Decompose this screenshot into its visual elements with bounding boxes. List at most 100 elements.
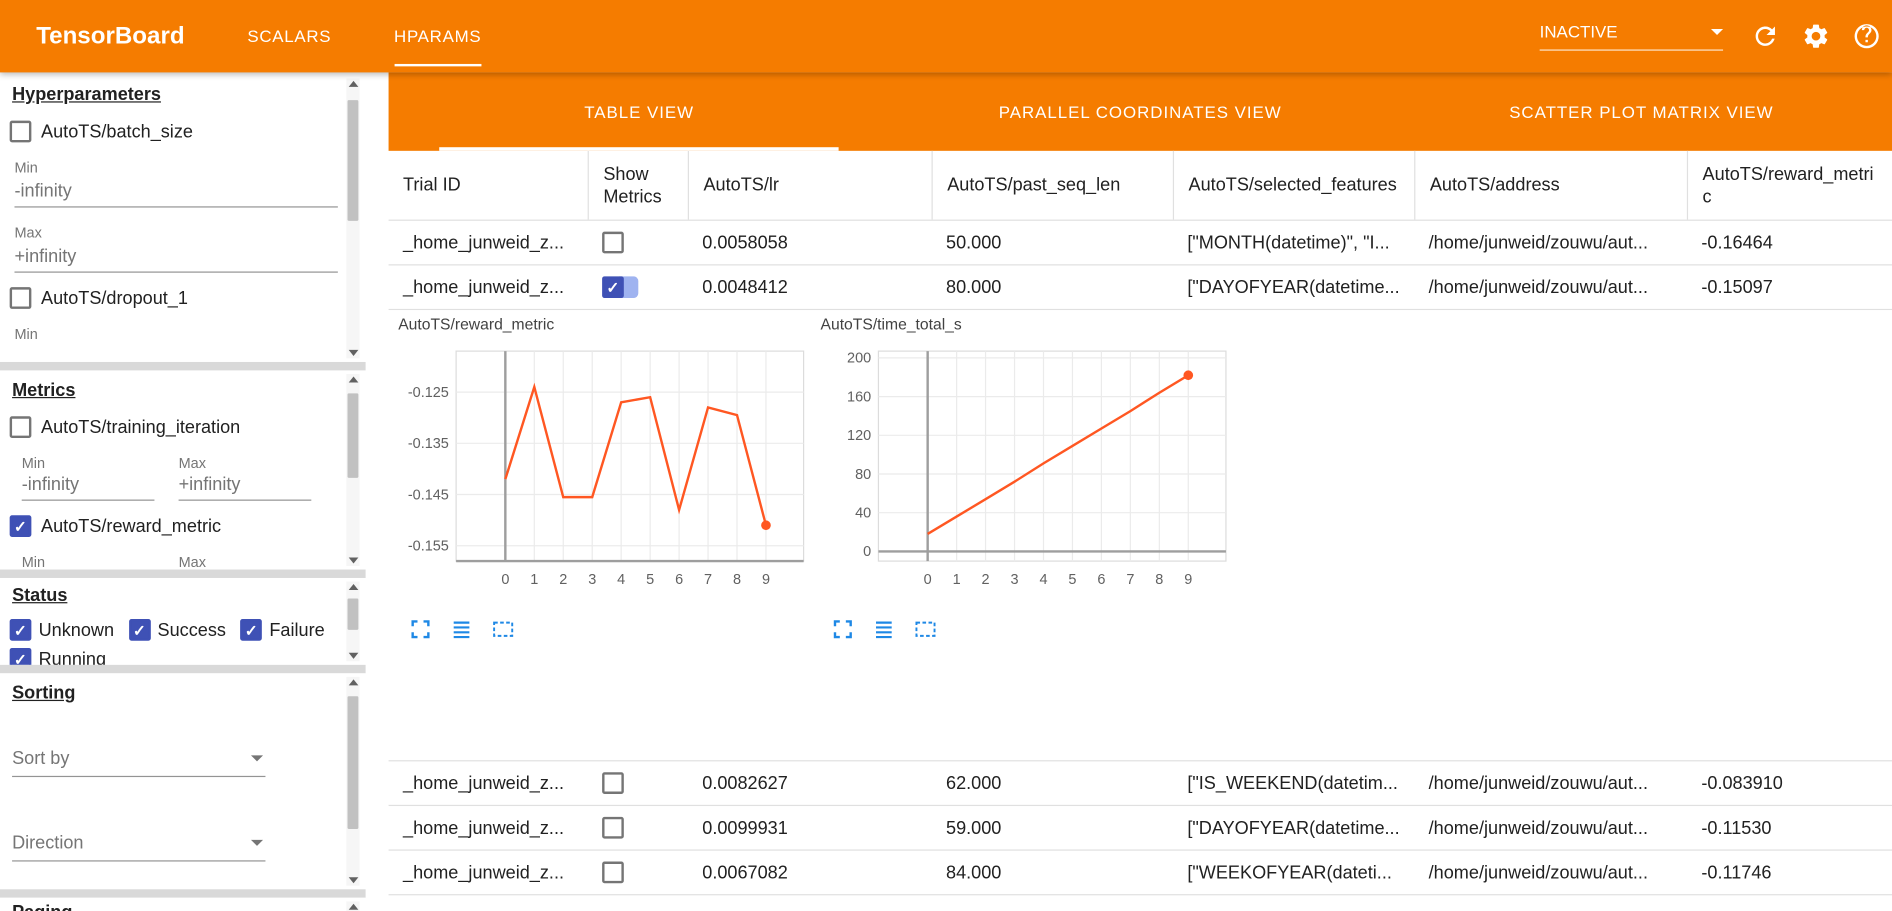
column-header: AutoTS/past_seq_len <box>931 150 1173 220</box>
view-tab-parallel-coordinates-view[interactable]: PARALLEL COORDINATES VIEW <box>998 101 1282 122</box>
plugin-tabs: SCALARS HPARAMS <box>216 0 513 72</box>
settings-button[interactable] <box>1801 22 1830 51</box>
min-label: Min <box>21 454 46 472</box>
hparams-main-content: TABLE VIEW PARALLEL COORDINATES VIEW SCATT… <box>388 72 1892 911</box>
reload-button[interactable] <box>1751 22 1780 51</box>
log-scale-icon[interactable] <box>451 619 472 640</box>
scroll-up-icon[interactable] <box>348 376 358 383</box>
sort-by-select[interactable]: Sort by <box>12 748 266 778</box>
svg-text:4: 4 <box>617 572 625 588</box>
show-metrics-checkbox[interactable] <box>602 231 624 254</box>
table-header-row: Trial ID Show Metrics AutoTS/lr AutoTS/past… <box>388 150 1892 221</box>
panel-divider <box>0 569 366 578</box>
hparam-checkbox[interactable] <box>9 120 32 143</box>
panel-divider <box>0 664 366 674</box>
svg-text:0: 0 <box>501 572 509 588</box>
address-cell: /home/junweid/zouwu/aut... <box>1428 232 1648 253</box>
address-cell: /home/junweid/zouwu/aut... <box>1428 772 1648 794</box>
svg-text:3: 3 <box>1011 572 1019 588</box>
svg-text:2: 2 <box>982 572 990 588</box>
svg-text:8: 8 <box>733 572 741 588</box>
panel-divider <box>0 361 366 371</box>
max-input[interactable]: +infinity <box>14 246 338 273</box>
show-metrics-checkbox[interactable] <box>602 861 624 884</box>
drag-zoom-icon[interactable] <box>915 619 937 640</box>
scrollbar[interactable] <box>346 78 360 359</box>
metric-checkbox[interactable] <box>9 416 32 439</box>
scroll-down-icon[interactable] <box>348 877 358 884</box>
status-checkbox[interactable] <box>9 619 32 641</box>
log-scale-icon[interactable] <box>874 619 895 640</box>
address-cell: /home/junweid/zouwu/aut... <box>1428 817 1648 839</box>
svg-text:-0.135: -0.135 <box>408 436 449 452</box>
metric-checkbox[interactable] <box>9 515 32 537</box>
show-metrics-checkbox[interactable] <box>602 276 624 299</box>
hparam-label: AutoTS/dropout_1 <box>41 287 188 309</box>
svg-text:2: 2 <box>559 572 567 588</box>
min-input[interactable]: -infinity <box>14 181 338 208</box>
table-row: _home_junweid_z... 0.0082627 62.000 ["IS_WE… <box>388 761 1892 807</box>
scroll-thumb[interactable] <box>347 393 359 478</box>
help-icon <box>1854 24 1879 49</box>
status-option-success: Success <box>128 619 226 641</box>
status-checkbox[interactable] <box>240 619 263 641</box>
runs-status-selector[interactable]: INACTIVE <box>1539 22 1724 51</box>
scrollbar[interactable] <box>346 676 360 886</box>
scroll-thumb[interactable] <box>347 100 359 221</box>
nav-tab-scalars[interactable]: SCALARS <box>247 26 332 46</box>
scrollbar[interactable] <box>346 901 360 911</box>
scroll-down-icon[interactable] <box>348 652 358 659</box>
min-input[interactable]: -infinity <box>21 474 155 501</box>
scroll-down-icon[interactable] <box>348 557 358 564</box>
past-seq-len-cell: 80.000 <box>945 276 1002 298</box>
svg-text:1: 1 <box>530 572 538 588</box>
line-chart: -0.125 -0.135 -0.145 -0.155 0 1 2 3 4 5 6 7 8 9 <box>398 339 808 617</box>
maximize-icon[interactable] <box>410 619 431 640</box>
selected-features-cell: ["DAYOFYEAR(datetime... <box>1187 817 1400 839</box>
direction-select[interactable]: Direction <box>12 833 266 862</box>
selected-features-cell: ["IS_WEEKEND(datetim... <box>1187 772 1398 794</box>
help-button[interactable] <box>1852 22 1881 51</box>
metric-label: AutoTS/reward_metric <box>41 515 222 537</box>
svg-text:40: 40 <box>855 506 871 522</box>
lr-cell: 0.0067082 <box>702 862 788 883</box>
scroll-up-icon[interactable] <box>348 903 358 910</box>
table-row: _home_junweid_z... 0.0067082 84.000 ["WEEKO… <box>388 851 1892 896</box>
trial-id-cell: _home_junweid_z... <box>403 817 565 839</box>
show-metrics-checkbox[interactable] <box>602 772 624 794</box>
hyperparameters-heading: Hyperparameters <box>12 84 161 105</box>
max-input[interactable]: +infinity <box>178 474 312 501</box>
show-metrics-checkbox[interactable] <box>602 816 624 839</box>
scroll-up-icon[interactable] <box>348 679 358 686</box>
chart-title: AutoTS/time_total_s <box>820 314 962 334</box>
reward-metric-cell: -0.11530 <box>1701 817 1772 839</box>
svg-text:80: 80 <box>855 467 871 483</box>
status-checkbox[interactable] <box>9 647 32 665</box>
dropdown-arrow-icon <box>250 839 264 846</box>
hparam-checkbox[interactable] <box>9 287 32 309</box>
scrollbar[interactable] <box>346 581 360 662</box>
view-tab-scatter-plot-matrix-view[interactable]: SCATTER PLOT MATRIX VIEW <box>1509 101 1774 122</box>
maximize-icon[interactable] <box>833 619 854 640</box>
min-label: Min <box>21 553 46 570</box>
scroll-thumb[interactable] <box>347 696 359 829</box>
status-checkbox[interactable] <box>128 619 151 641</box>
status-option-running: Running <box>9 647 106 665</box>
scroll-up-icon[interactable] <box>348 80 358 87</box>
scrollbar[interactable] <box>346 374 360 566</box>
metric-chart-card: AutoTS/time_total_s 0 40 80 120 160 200 0 1 2 3 4 5 6… <box>821 315 1231 640</box>
svg-text:-0.125: -0.125 <box>408 385 449 401</box>
drag-zoom-icon[interactable] <box>492 619 514 640</box>
paging-heading: Paging <box>0 898 366 911</box>
column-header: AutoTS/reward_metric <box>1686 150 1892 220</box>
view-tab-table-view[interactable]: TABLE VIEW <box>389 72 890 151</box>
trial-id-cell: _home_junweid_z... <box>403 862 565 883</box>
svg-text:-0.155: -0.155 <box>408 539 449 555</box>
scroll-thumb[interactable] <box>347 598 359 630</box>
nav-tab-hparams[interactable]: HPARAMS <box>363 0 513 72</box>
scroll-up-icon[interactable] <box>348 584 358 591</box>
scroll-down-icon[interactable] <box>348 349 358 356</box>
hparam-row: AutoTS/dropout_1 <box>9 287 366 309</box>
svg-text:7: 7 <box>1126 572 1134 588</box>
